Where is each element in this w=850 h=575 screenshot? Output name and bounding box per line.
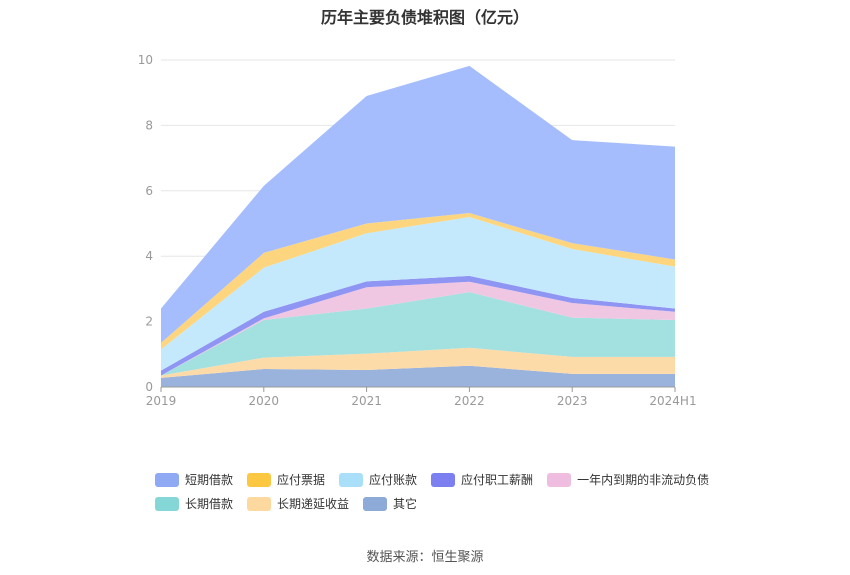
legend-swatch — [155, 473, 179, 487]
y-tick-label: 8 — [145, 118, 153, 132]
legend-label: 长期递延收益 — [277, 497, 350, 511]
x-tick-label: 2023 — [557, 394, 588, 408]
chart-title: 历年主要负债堆积图（亿元） — [320, 8, 529, 27]
y-tick-label: 2 — [145, 315, 153, 329]
chart-legend: 短期借款 应付票据 应付账款 应付职工薪酬 一年内到期的非流动负债长期借款 长期递延收益 其… — [155, 472, 715, 512]
legend-swatch — [155, 497, 179, 511]
x-tick-label: 2024H1 — [649, 394, 696, 408]
legend-swatch — [431, 473, 456, 487]
area-series-6 — [161, 216, 675, 371]
y-tick-label: 4 — [145, 249, 153, 263]
data-source-note: 数据来源：恒生聚源 — [366, 550, 484, 565]
legend-label: 应付票据 — [277, 473, 326, 487]
x-tick-label: 2021 — [351, 394, 382, 408]
legend-label: 应付职工薪酬 — [461, 473, 534, 487]
legend-item[interactable]: 长期递延收益 — [247, 496, 349, 512]
axes: 0 2 4 6 8 10 2019 2020 2021 2022 2023 2024H1 — [138, 53, 697, 408]
legend-item[interactable]: 应付票据 — [247, 472, 325, 488]
area-series-8 — [161, 65, 675, 343]
y-tick-label: 10 — [138, 53, 153, 67]
area-series-1 — [161, 365, 675, 387]
y-tick-label: 0 — [145, 380, 153, 394]
area-series-3 — [161, 292, 675, 376]
legend-item[interactable]: 短期借款 — [155, 472, 233, 488]
legend-label: 应付账款 — [369, 473, 418, 487]
x-tick-label: 2022 — [454, 394, 485, 408]
legend-swatch — [363, 497, 388, 511]
legend-label: 一年内到期的非流动负债 — [577, 473, 710, 487]
legend-item[interactable]: 应付账款 — [339, 472, 417, 488]
legend-item[interactable]: 一年内到期的非流动负债 — [547, 472, 709, 488]
legend-swatch — [247, 497, 272, 511]
area-series-7 — [161, 213, 675, 350]
area-series-2 — [161, 347, 675, 378]
legend-item[interactable]: 应付职工薪酬 — [431, 472, 533, 488]
legend-swatch — [547, 473, 572, 487]
legend-label: 其它 — [393, 497, 418, 511]
legend-swatch — [247, 473, 272, 487]
legend-swatch — [339, 473, 364, 487]
area-series-4 — [161, 281, 675, 376]
y-tick-label: 6 — [145, 184, 153, 198]
legend-label: 长期借款 — [185, 497, 234, 511]
legend-item[interactable]: 其它 — [363, 496, 417, 512]
x-tick-label: 2019 — [146, 394, 177, 408]
legend-item[interactable]: 长期借款 — [155, 496, 233, 512]
x-tick-label: 2020 — [249, 394, 280, 408]
area-series — [161, 65, 675, 387]
legend-label: 短期借款 — [185, 473, 234, 487]
